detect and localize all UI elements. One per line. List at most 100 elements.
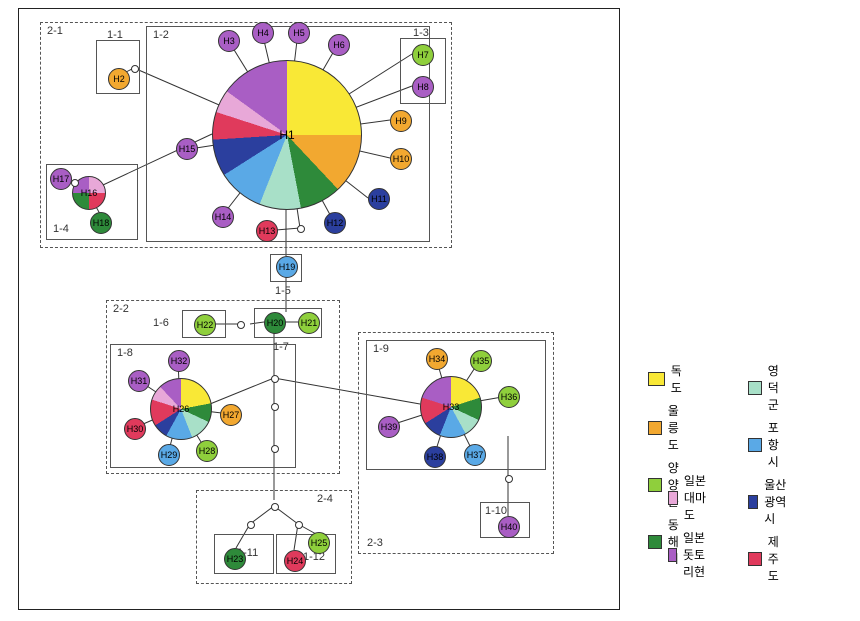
pie-label-H26: H26	[173, 404, 190, 414]
node-label-H8: H8	[417, 82, 429, 92]
legend-label-tsushima: 일본 대마도	[684, 472, 707, 523]
legend-label-tottori: 일본 돗토리현	[683, 529, 707, 580]
node-label-H11: H11	[371, 194, 387, 204]
node-label-H40: H40	[501, 522, 518, 532]
node-label-H24: H24	[287, 556, 304, 566]
connector-node-9	[505, 475, 513, 483]
node-label-H21: H21	[301, 318, 318, 328]
node-label-H22: H22	[197, 320, 214, 330]
node-H15: H15	[176, 138, 198, 160]
legend-swatch-tsushima	[668, 491, 678, 505]
node-H38: H38	[424, 446, 446, 468]
node-H13: H13	[256, 220, 278, 242]
node-label-H39: H39	[381, 422, 398, 432]
node-H32: H32	[168, 350, 190, 372]
connector-node-10	[297, 225, 305, 233]
legend-swatch-yangyang	[648, 478, 662, 492]
group-label-g2_2: 2-2	[113, 303, 129, 315]
node-label-H27: H27	[223, 410, 240, 420]
legend-label-ulsan: 울산광역시	[764, 476, 787, 527]
connector-node-5	[271, 445, 279, 453]
legend-label-ulleung: 울릉도	[668, 402, 687, 453]
node-label-H18: H18	[93, 218, 110, 228]
node-label-H13: H13	[259, 226, 276, 236]
legend-swatch-ulsan	[748, 495, 758, 509]
connector-node-2	[237, 321, 245, 329]
pie-H33: H33	[420, 376, 482, 438]
node-label-H5: H5	[293, 28, 305, 38]
node-H11: H11	[368, 188, 390, 210]
node-label-H6: H6	[333, 40, 345, 50]
node-label-H15: H15	[179, 144, 196, 154]
group-label-g2_3: 2-3	[367, 537, 383, 549]
group-label-g2_4: 2-4	[317, 493, 333, 505]
node-label-H12: H12	[327, 218, 344, 228]
node-H17: H17	[50, 168, 72, 190]
node-H34: H34	[426, 348, 448, 370]
node-H30: H30	[124, 418, 146, 440]
node-H24: H24	[284, 550, 306, 572]
node-H39: H39	[378, 416, 400, 438]
node-label-H17: H17	[53, 174, 70, 184]
legend-item-tsushima: 일본 대마도	[668, 472, 707, 523]
node-label-H19: H19	[279, 262, 296, 272]
connector-node-1	[71, 179, 79, 187]
node-H20: H20	[264, 312, 286, 334]
node-label-H7: H7	[417, 50, 429, 60]
pie-label-H33: H33	[443, 402, 460, 412]
node-H35: H35	[470, 350, 492, 372]
group-label-g2_1: 2-1	[47, 25, 63, 37]
connector-node-6	[271, 503, 279, 511]
legend-item-tottori: 일본 돗토리현	[668, 529, 707, 580]
legend-label-yeongdeok: 영덕군	[768, 362, 787, 413]
node-label-H38: H38	[427, 452, 444, 462]
node-H9: H9	[390, 110, 412, 132]
node-H21: H21	[298, 312, 320, 334]
node-label-H29: H29	[161, 450, 178, 460]
node-label-H34: H34	[429, 354, 446, 364]
node-label-H32: H32	[171, 356, 188, 366]
legend-label-jeju: 제주도	[768, 533, 787, 584]
node-H22: H22	[194, 314, 216, 336]
node-H2: H2	[108, 68, 130, 90]
node-H37: H37	[464, 444, 486, 466]
connector-node-7	[247, 521, 255, 529]
legend-swatch-yeongdeok	[748, 381, 762, 395]
node-H40: H40	[498, 516, 520, 538]
node-label-H25: H25	[311, 538, 328, 548]
node-label-H36: H36	[501, 392, 518, 402]
group-label-g1_2: 1-2	[153, 29, 169, 41]
node-label-H28: H28	[199, 446, 216, 456]
group-label-g1_6: 1-6	[153, 317, 169, 329]
node-H19: H19	[276, 256, 298, 278]
node-H31: H31	[128, 370, 150, 392]
node-H25: H25	[308, 532, 330, 554]
node-label-H10: H10	[393, 154, 410, 164]
node-H27: H27	[220, 404, 242, 426]
node-H8: H8	[412, 76, 434, 98]
node-label-H3: H3	[223, 36, 235, 46]
node-H18: H18	[90, 212, 112, 234]
group-label-g1_4: 1-4	[53, 223, 69, 235]
node-H7: H7	[412, 44, 434, 66]
pie-label-H16: H16	[81, 188, 98, 198]
connector-node-0	[131, 65, 139, 73]
legend-item-ulleung: 울릉도	[648, 402, 687, 453]
pie-H26: H26	[150, 378, 212, 440]
node-H29: H29	[158, 444, 180, 466]
group-label-g1_10: 1-10	[485, 505, 507, 517]
node-label-H14: H14	[215, 212, 232, 222]
legend-item-ulsan: 울산광역시	[748, 476, 787, 527]
group-label-g1_1: 1-1	[107, 29, 123, 41]
pie-label-H1: H1	[279, 128, 294, 142]
node-label-H30: H30	[127, 424, 144, 434]
node-H6: H6	[328, 34, 350, 56]
node-H4: H4	[252, 22, 274, 44]
group-label-g1_3: 1-3	[413, 27, 429, 39]
node-H5: H5	[288, 22, 310, 44]
node-label-H35: H35	[473, 356, 490, 366]
node-label-H20: H20	[267, 318, 284, 328]
node-H10: H10	[390, 148, 412, 170]
node-label-H9: H9	[395, 116, 407, 126]
legend-label-dokdo: 독도	[671, 362, 687, 396]
